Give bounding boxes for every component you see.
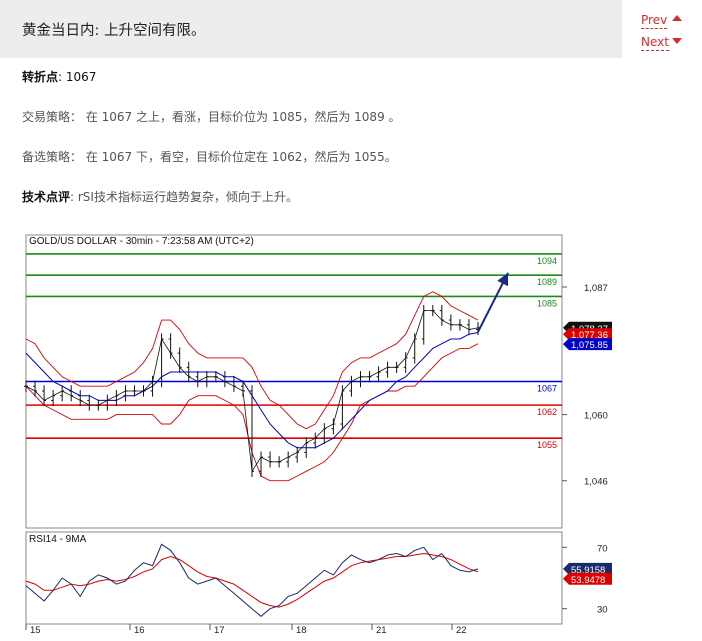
commentary-label: 技术点评	[22, 190, 71, 204]
pivot-label: 转折点	[22, 70, 59, 84]
rsi-tag-label-0: 55.9158	[571, 565, 605, 576]
level-label-1062: 1062	[537, 407, 557, 417]
x-tick-label-16: 16	[134, 625, 145, 636]
price-tag-2	[563, 338, 612, 351]
prev-link[interactable]: Prev	[641, 13, 668, 29]
rsi-ma-line	[25, 552, 479, 608]
y-tick-label-1,060: 1,060	[584, 411, 608, 422]
rsi-y-tick-label-70: 70	[597, 543, 608, 554]
rsi-line	[25, 543, 479, 617]
x-tick-label-17: 17	[214, 625, 225, 636]
y-tick-label-1,087: 1,087	[584, 283, 608, 294]
x-tick-label-22: 22	[456, 625, 467, 636]
level-label-1094: 1094	[537, 256, 557, 266]
price-close-line	[25, 310, 479, 473]
rsi-title: RSI14 - 9MA	[29, 534, 87, 545]
level-label-1067: 1067	[537, 384, 557, 394]
pivot-paragraph: 转折点: 1067	[22, 68, 96, 85]
commentary-paragraph: 技术点评: rSI技术指标运行趋势复杂，倾向于上升。	[22, 188, 298, 205]
pivot-value: : 1067	[58, 70, 97, 84]
x-tick-label-18: 18	[296, 625, 307, 636]
alternative-paragraph: 备选策略： 在 1067 下，看空，目标价位定在 1062，然后为 1055。	[22, 148, 397, 165]
level-label-1055: 1055	[537, 440, 557, 450]
alternative-text: ： 在 1067 下，看空，目标价位定在 1062，然后为 1055。	[70, 150, 397, 164]
commentary-text: : rSI技术指标运行趋势复杂，倾向于上升。	[70, 190, 298, 204]
rsi-panel-frame	[25, 531, 563, 625]
x-tick-label-21: 21	[376, 625, 387, 636]
x-tick-label-15: 15	[30, 625, 41, 636]
rsi-tag-label-1: 53.9478	[571, 575, 605, 586]
level-label-1085: 1085	[537, 298, 557, 308]
strategy-text: ： 在 1067 之上，看涨，目标价位为 1085，然后为 1089 。	[70, 110, 401, 124]
gold-price-chart: GOLD/US DOLLAR - 30min - 7:23:58 AM (UTC…	[24, 234, 612, 636]
upper-band-line	[25, 291, 479, 430]
next-link[interactable]: Next	[641, 35, 669, 51]
price-tag-1	[563, 328, 612, 341]
price-tag-label-1: 1,077.36	[571, 330, 608, 341]
chart-title: GOLD/US DOLLAR - 30min - 7:23:58 AM (UTC…	[29, 236, 254, 247]
strategy-paragraph: 交易策略： 在 1067 之上，看涨，目标价位为 1085，然后为 1089 。	[22, 108, 401, 125]
level-label-1089: 1089	[537, 277, 557, 287]
page-title: 黄金当日内: 上升空间有限。	[22, 23, 206, 39]
strategy-label: 交易策略	[22, 110, 71, 124]
rsi-y-tick-label-30: 30	[597, 605, 608, 616]
y-tick-label-1,046: 1,046	[584, 477, 608, 488]
rsi-tag-0	[563, 562, 612, 575]
trend-arrow-head-icon	[497, 272, 509, 287]
price-tag-label-2: 1,075.85	[571, 340, 608, 351]
rsi-tag-1	[563, 572, 612, 585]
alternative-label: 备选策略	[22, 150, 71, 164]
arrow-down-icon[interactable]	[672, 38, 682, 44]
arrow-up-icon[interactable]	[672, 15, 682, 21]
article-header	[0, 0, 622, 58]
